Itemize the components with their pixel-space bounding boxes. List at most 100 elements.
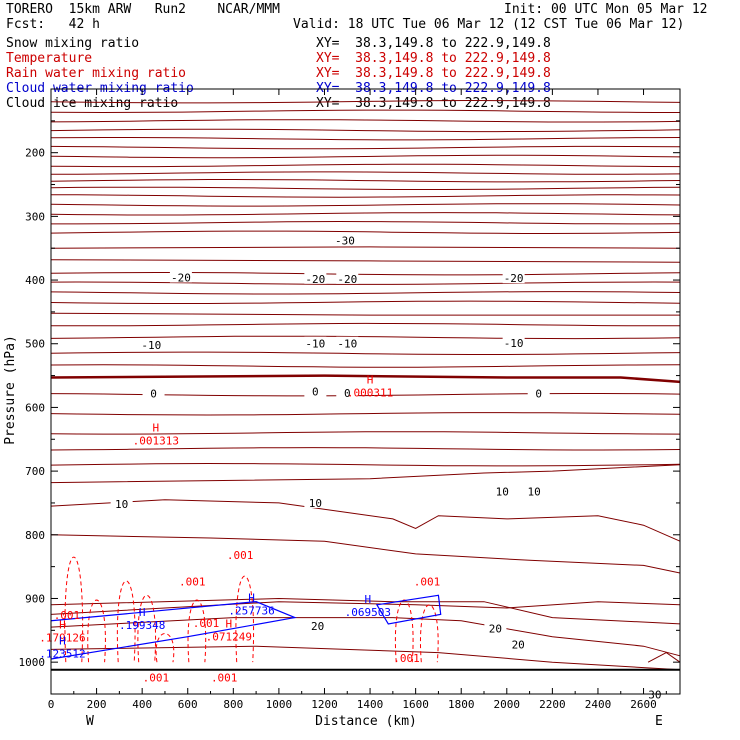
background-isotherm: [50, 601, 681, 615]
field-name-snow: Snow mixing ratio: [6, 36, 140, 51]
y-tick-label: 1000: [19, 656, 46, 669]
background-isotherm: [51, 194, 681, 198]
isotherm-label-bg: [527, 386, 550, 399]
background-isotherm: [50, 119, 681, 123]
x-tick-label: 0: [48, 698, 55, 711]
background-isotherm: [50, 335, 681, 340]
isotherm-label-bg: [304, 271, 327, 284]
isotherm-label: -10: [141, 339, 161, 352]
y-tick-label: 200: [25, 147, 45, 160]
x-axis-east-label: E: [655, 714, 663, 729]
isotherm-30: [647, 652, 681, 663]
background-isotherm: [50, 137, 681, 141]
maximum-marker: H: [367, 374, 374, 387]
isotherm-label: -20: [504, 272, 524, 285]
field-name-rain: Rain water mixing ratio: [6, 66, 187, 81]
y-tick-label: 600: [25, 401, 45, 414]
background-isotherm: [50, 145, 681, 150]
x-tick-label: 1800: [448, 698, 475, 711]
isotherm-label: 10: [115, 498, 128, 511]
isotherm-label-bg: [336, 271, 359, 284]
isotherm-label: 30: [648, 689, 661, 702]
isotherm-label-bg: [502, 271, 525, 284]
rain-contour: [187, 599, 207, 663]
y-tick-label: 800: [25, 529, 45, 542]
background-isotherm: [50, 322, 680, 327]
isotherm-label-bg: [484, 621, 507, 634]
background-isotherm: [50, 645, 681, 671]
background-isotherm: [50, 462, 681, 467]
maximum-marker: H: [364, 593, 371, 606]
isotherm-label-bg: [140, 338, 163, 351]
isotherm-label-bg: [169, 270, 192, 283]
cloud-water-contour: [50, 601, 297, 660]
rain-contour-label: .001: [54, 609, 81, 622]
isotherm-label: 0: [312, 386, 319, 399]
field-xy-rain: XY= 38.3,149.8 to 222.9,149.8: [316, 66, 551, 81]
isotherm-0: [50, 374, 681, 384]
maximum-value: .199348: [119, 619, 165, 632]
isotherm-label: 20: [512, 638, 525, 651]
rain-contour-label: .001: [393, 652, 420, 665]
x-tick-label: 2200: [539, 698, 566, 711]
background-isotherm: [50, 154, 681, 159]
isotherm-label-bg: [523, 484, 546, 497]
rain-contour: [235, 575, 255, 663]
field-xy-snow: XY= 38.3,149.8 to 222.9,149.8: [316, 36, 551, 51]
isotherm-label: 0: [344, 387, 351, 400]
isotherm-label-bg: [336, 336, 359, 349]
rain-contour: [87, 599, 106, 663]
background-isotherm: [50, 99, 681, 104]
background-isotherm: [50, 617, 681, 657]
background-isotherm: [50, 281, 681, 285]
background-isotherm: [50, 212, 681, 216]
isotherm-label: 10: [496, 485, 509, 498]
rain-contour-label: .001: [211, 671, 238, 684]
y-tick-label: 300: [25, 210, 45, 223]
isotherm-label: 20: [489, 622, 502, 635]
rain-contour: [420, 604, 439, 663]
rain-contour-label: .001: [227, 549, 254, 562]
x-tick-label: 1600: [402, 698, 429, 711]
isotherm-label: 10: [309, 497, 322, 510]
maximum-value: .123512: [39, 648, 85, 661]
background-isotherm: [50, 431, 681, 435]
y-tick-label: 500: [25, 338, 45, 351]
y-tick-label: 400: [25, 274, 45, 287]
isotherm-label: -20: [171, 272, 191, 285]
x-axis-label: Distance (km): [315, 714, 417, 729]
rain-contour: [116, 580, 136, 663]
y-axis-label: Pressure (hPa): [3, 335, 18, 445]
header-fcst: Fcst: 42 h: [6, 17, 100, 32]
background-isotherm: [50, 163, 681, 168]
background-isotherm: [50, 291, 681, 295]
x-tick-label: 1200: [311, 698, 338, 711]
maximum-value: .071249: [206, 630, 252, 643]
isotherm-label-bg: [507, 637, 530, 650]
rain-contour: [64, 556, 84, 663]
isotherm--30: [50, 246, 681, 249]
background-isotherm: [50, 351, 681, 355]
rain-contour-label: .001: [193, 617, 220, 630]
isotherm-label-bg: [502, 336, 525, 349]
isotherm-10: [50, 464, 681, 484]
x-tick-label: 1400: [357, 698, 384, 711]
background-isotherm: [50, 179, 681, 183]
rain-contour: [155, 633, 175, 663]
isotherm-label: -10: [305, 338, 325, 351]
background-isotherm: [50, 128, 681, 133]
background-isotherm: [50, 203, 681, 207]
isotherm-label-bg: [304, 384, 327, 397]
maximum-marker: H: [59, 619, 66, 632]
y-tick-label: 900: [25, 592, 45, 605]
background-isotherm: [51, 220, 681, 225]
x-tick-label: 2000: [494, 698, 521, 711]
x-tick-label: 1000: [266, 698, 293, 711]
x-tick-label: 800: [223, 698, 243, 711]
isotherm-label: -20: [337, 273, 357, 286]
isotherm-label: -30: [335, 235, 355, 248]
maximum-marker: H: [248, 591, 255, 604]
header-model: TORERO 15km ARW Run2 NCAR/MMM: [6, 2, 280, 17]
isotherm-label-bg: [333, 233, 356, 246]
isotherm-label: 0: [150, 387, 157, 400]
